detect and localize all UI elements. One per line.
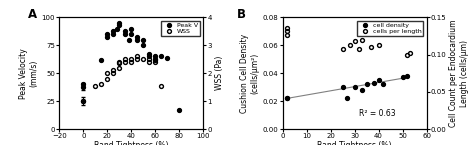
Y-axis label: WSS (Pa): WSS (Pa) <box>215 56 224 90</box>
Line: cells per length: cells per length <box>285 26 412 57</box>
X-axis label: Band Tightness (%): Band Tightness (%) <box>317 141 392 145</box>
Legend: Peak V, WSS: Peak V, WSS <box>161 21 200 36</box>
cell density <box>400 77 405 78</box>
cells per length <box>356 49 362 50</box>
cell density <box>376 79 382 81</box>
X-axis label: Band Tightness (%): Band Tightness (%) <box>94 141 169 145</box>
Legend: cell density, cells per length: cell density, cells per length <box>356 21 423 36</box>
Line: cell density: cell density <box>285 74 410 100</box>
cells per length <box>284 27 290 29</box>
cells per length <box>368 46 374 48</box>
cells per length <box>284 34 290 35</box>
Text: R² = 0.63: R² = 0.63 <box>359 109 396 118</box>
Text: B: B <box>237 8 246 21</box>
Y-axis label: Peak Velocity
(mm/s): Peak Velocity (mm/s) <box>19 48 39 99</box>
cells per length <box>359 39 365 41</box>
cell density <box>371 82 377 84</box>
cells per length <box>404 54 410 56</box>
cells per length <box>347 44 353 46</box>
cells per length <box>340 48 346 50</box>
Text: A: A <box>27 8 36 21</box>
cell density <box>404 75 410 77</box>
Y-axis label: Cell Count per Endocardium
Length (cells/μm): Cell Count per Endocardium Length (cells… <box>449 19 469 127</box>
cell density <box>345 97 350 99</box>
cells per length <box>407 52 413 54</box>
cells per length <box>352 40 357 42</box>
cell density <box>284 97 290 99</box>
cell density <box>359 89 365 91</box>
Y-axis label: Cushion Cell Density
(cells/μm²): Cushion Cell Density (cells/μm²) <box>240 34 260 113</box>
cell density <box>340 86 346 88</box>
cell density <box>284 97 290 99</box>
cell density <box>364 84 369 85</box>
cell density <box>352 86 357 88</box>
cells per length <box>284 30 290 32</box>
cells per length <box>376 44 382 46</box>
cell density <box>381 84 386 85</box>
